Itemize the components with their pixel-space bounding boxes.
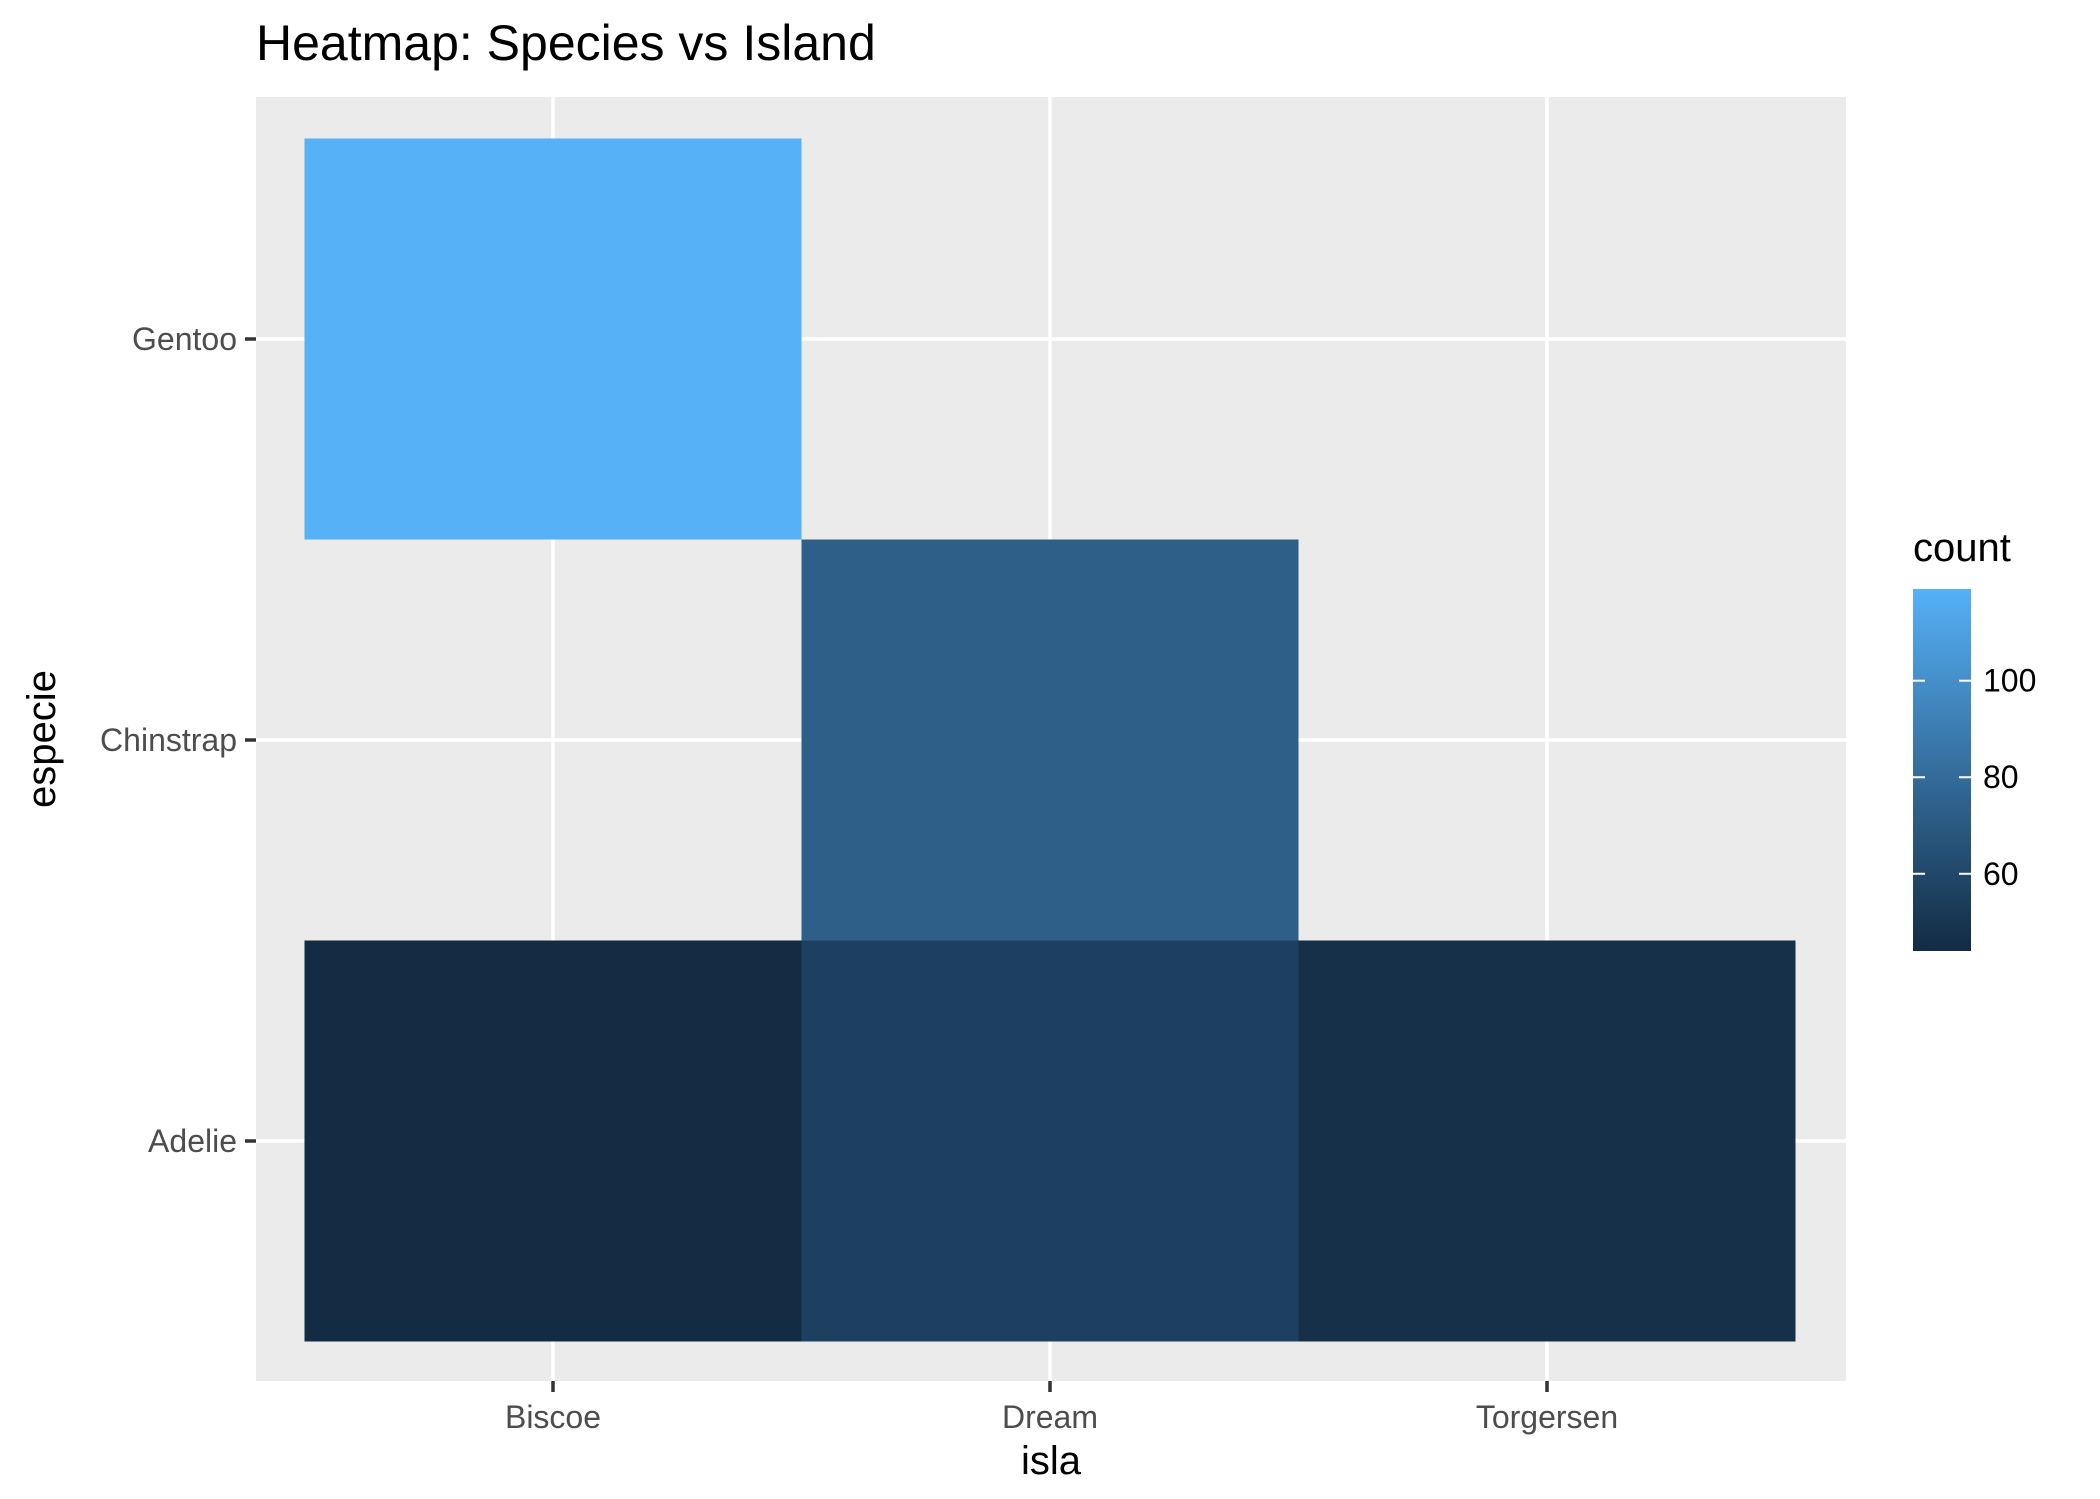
heatmap-cell-biscoe-gentoo <box>304 138 802 540</box>
heatmap-cells <box>304 138 1796 1342</box>
x-tick-label: Dream <box>1002 1399 1098 1435</box>
chart-title: Heatmap: Species vs Island <box>256 15 876 71</box>
heatmap-cell-dream-adelie <box>801 940 1299 1342</box>
legend-tick-label: 80 <box>1983 759 2019 795</box>
y-tick-label: Chinstrap <box>100 722 237 758</box>
x-axis: Biscoe Dream Torgersen <box>505 1381 1618 1435</box>
y-tick-label: Gentoo <box>132 321 237 357</box>
legend-title: count <box>1913 526 2011 570</box>
y-axis: Adelie Chinstrap Gentoo <box>100 321 256 1159</box>
legend-tick-label: 100 <box>1983 663 2036 699</box>
color-legend: count 60 80 100 <box>1913 526 2036 951</box>
legend-colorbar <box>1913 589 1971 951</box>
legend-ticks: 60 80 100 <box>1913 663 2036 892</box>
legend-tick-label: 60 <box>1983 856 2019 892</box>
heatmap-cell-biscoe-adelie <box>304 940 802 1342</box>
y-axis-title: especie <box>20 670 64 808</box>
x-axis-title: isla <box>1021 1439 1082 1483</box>
y-tick-label: Adelie <box>148 1123 237 1159</box>
x-tick-label: Biscoe <box>505 1399 601 1435</box>
heatmap-cell-dream-chinstrap <box>801 539 1299 941</box>
heatmap-cell-torgersen-adelie <box>1298 940 1796 1342</box>
x-tick-label: Torgersen <box>1476 1399 1618 1435</box>
